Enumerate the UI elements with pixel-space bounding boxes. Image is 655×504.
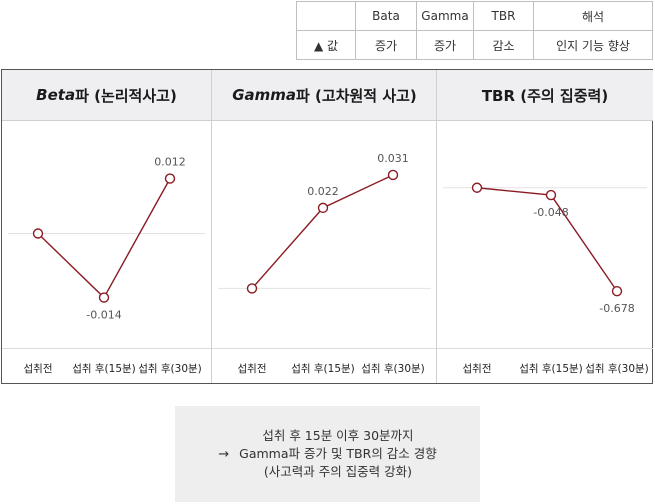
beta-x-label-1: 섭취 후(15분) xyxy=(72,363,136,375)
gamma-x-label-2: 섭취 후(30분) xyxy=(361,363,425,375)
gamma-data-label-1: 0.022 xyxy=(307,185,339,198)
beta-point-2 xyxy=(164,173,176,184)
beta-x-axis: 섭취전 섭취 후(15분) 섭취 후(30분) xyxy=(2,348,211,384)
tbr-point-0 xyxy=(471,182,483,193)
gamma-x-label-1: 섭취 후(15분) xyxy=(291,363,355,375)
tbr-chart-title: TBR (주의 집중력) xyxy=(437,70,653,121)
summary-cell-tbr: 감소 xyxy=(473,30,534,60)
summary-header-interpretation: 해석 xyxy=(533,1,653,31)
beta-x-label-0: 섭취전 xyxy=(23,363,53,375)
tbr-data-label-1: -0.048 xyxy=(533,206,568,219)
summary-header-beta: Bata xyxy=(355,1,417,31)
gamma-x-label-0: 섭취전 xyxy=(237,363,267,375)
gamma-x-axis: 섭취전 섭취 후(15분) 섭취 후(30분) xyxy=(212,348,437,384)
summary-corner-cell xyxy=(296,1,356,31)
tbr-chart-panel: TBR (주의 집중력) -0.048 -0.678 섭취전 섭취 후(15분) … xyxy=(436,70,653,383)
gamma-point-2 xyxy=(387,169,399,181)
summary-value-row: ▲ 값 증가 증가 감소 인지 기능 향상 xyxy=(296,30,653,60)
beta-title-rest: 파 (논리적사고) xyxy=(75,86,177,105)
conclusion-line-2: Gamma파 증가 및 TBR의 감소 경향 xyxy=(239,446,437,461)
tbr-title-rest: TBR (주의 집중력) xyxy=(481,86,609,105)
tbr-x-label-2: 섭취 후(30분) xyxy=(585,363,649,375)
beta-chart-title: Beta 파 (논리적사고) xyxy=(2,70,211,121)
beta-data-label-1: -0.014 xyxy=(86,309,121,322)
conclusion-box: → 섭취 후 15분 이후 30분까지 Gamma파 증가 및 TBR의 감소 … xyxy=(175,406,480,502)
beta-x-label-2: 섭취 후(30분) xyxy=(138,363,202,375)
gamma-title-italic: Gamma xyxy=(232,86,297,104)
conclusion-line-1: 섭취 후 15분 이후 30분까지 xyxy=(262,428,414,443)
beta-point-0 xyxy=(32,228,44,239)
gamma-plot: 0.022 0.031 xyxy=(218,152,431,294)
summary-header-tbr: TBR xyxy=(473,1,534,31)
gamma-point-0 xyxy=(246,283,258,294)
tbr-series-line xyxy=(476,187,618,292)
beta-title-italic: Beta xyxy=(36,86,76,104)
summary-header-row: Bata Gamma TBR 해석 xyxy=(296,1,653,31)
beta-plot: -0.014 0.012 xyxy=(8,156,205,322)
gamma-point-1 xyxy=(317,202,329,214)
tbr-x-label-1: 섭취 후(15분) xyxy=(519,363,583,375)
gamma-chart-panel: Gamma 파 (고차원적 사고) 0.022 0.031 섭취전 섭취 후(15분… xyxy=(211,70,437,383)
beta-chart-panel: Beta 파 (논리적사고) -0.014 0.012 섭취전 섭취 후(15분) … xyxy=(2,70,211,383)
tbr-plot: -0.048 -0.678 xyxy=(443,182,647,315)
arrow-right-icon: → xyxy=(218,446,230,462)
tbr-point-2 xyxy=(611,285,623,297)
summary-table: Bata Gamma TBR 해석 ▲ 값 증가 증가 감소 인지 기능 향상 xyxy=(296,1,653,60)
chart-panels: Beta 파 (논리적사고) -0.014 0.012 섭취전 섭취 후(15분) … xyxy=(1,69,653,384)
beta-series-line xyxy=(37,178,171,299)
tbr-point-1 xyxy=(545,189,557,201)
gamma-data-label-2: 0.031 xyxy=(377,152,409,165)
conclusion-text: 섭취 후 15분 이후 30분까지 Gamma파 증가 및 TBR의 감소 경향… xyxy=(239,427,437,481)
summary-header-gamma: Gamma xyxy=(416,1,474,31)
gamma-chart-title: Gamma 파 (고차원적 사고) xyxy=(212,70,437,121)
beta-point-1 xyxy=(98,292,110,303)
conclusion-line-3: (사고력과 주의 집중력 강화) xyxy=(263,464,413,479)
summary-cell-gamma: 증가 xyxy=(416,30,474,60)
tbr-x-axis: 섭취전 섭취 후(15분) 섭취 후(30분) xyxy=(437,348,653,384)
tbr-data-label-2: -0.678 xyxy=(599,302,634,315)
gamma-title-rest: 파 (고차원적 사고) xyxy=(296,86,417,105)
summary-row-label: ▲ 값 xyxy=(296,30,356,60)
summary-cell-interpretation: 인지 기능 향상 xyxy=(533,30,653,60)
summary-cell-beta: 증가 xyxy=(355,30,417,60)
beta-data-label-2: 0.012 xyxy=(154,156,186,169)
tbr-x-label-0: 섭취전 xyxy=(462,363,492,375)
